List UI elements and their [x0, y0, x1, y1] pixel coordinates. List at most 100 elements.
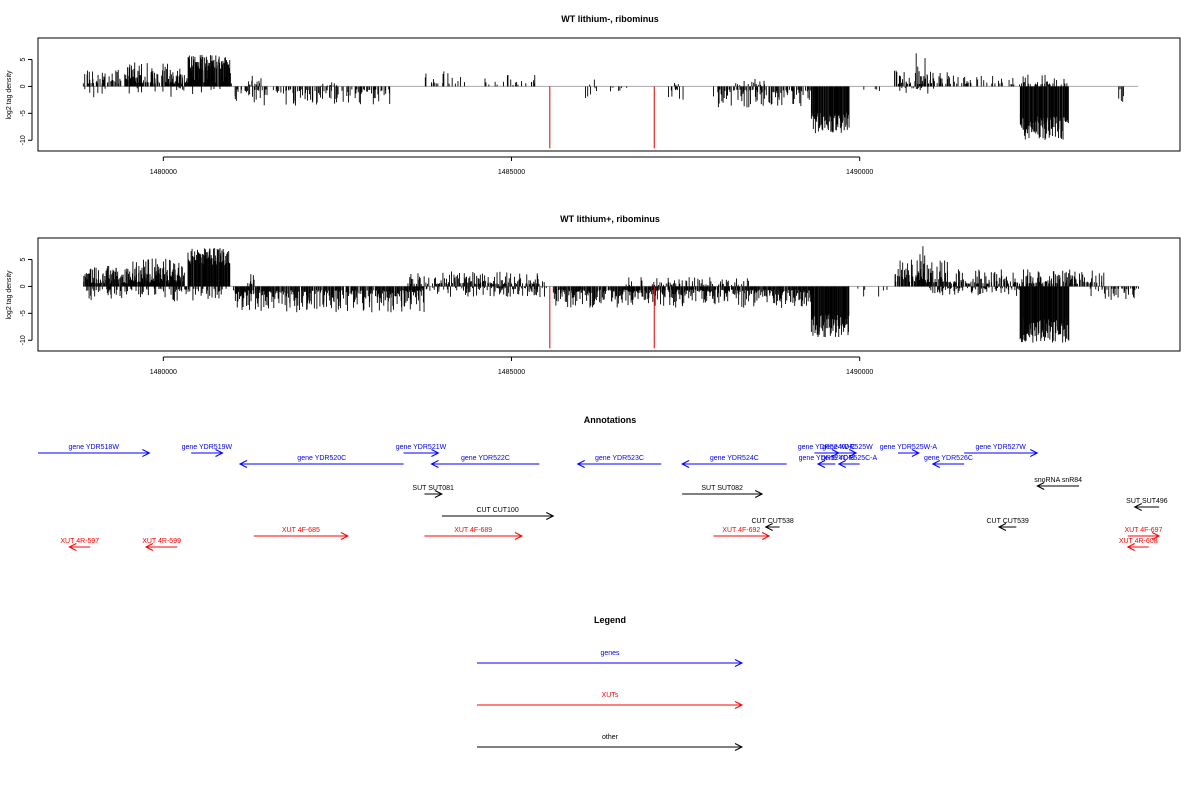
- feature-label: gene YDR521W: [396, 444, 447, 451]
- feature-arrowhead: [837, 460, 847, 468]
- feature-arrowhead: [142, 449, 151, 457]
- feature-arrowhead: [546, 512, 555, 520]
- feature-label: XUT 4F-689: [454, 527, 492, 534]
- annotation-feature: CUT CUT538: [751, 518, 794, 531]
- x-tick-label: 1490000: [846, 369, 873, 376]
- x-tick-label: 1485000: [498, 169, 525, 176]
- feature-label: XUT 4F-685: [282, 527, 320, 534]
- annotation-feature: XUT 4F-692: [713, 527, 771, 540]
- feature-arrowhead: [514, 532, 524, 540]
- annotation-feature: snoRNA snR84: [1034, 477, 1082, 490]
- legend-items: genes XUTs other: [477, 650, 744, 751]
- annotation-feature: gene YDR519W: [182, 444, 232, 457]
- feature-label: gene YDR525W: [822, 444, 873, 451]
- feature-label: gene YDR524C: [710, 455, 759, 462]
- annotation-feature: CUT CUT539: [987, 518, 1029, 531]
- feature-arrowhead: [911, 449, 920, 457]
- panel-lithium-minus: WT lithium-, ribominus log2 tag density …: [6, 14, 1181, 176]
- feature-arrowhead: [1151, 532, 1161, 540]
- annotation-feature: XUT 4R-597: [60, 538, 99, 551]
- y-tick-label: 5: [20, 57, 27, 61]
- y-tick-label: -10: [20, 335, 27, 345]
- feature-label: gene YDR520C: [297, 455, 346, 462]
- feature-label: CUT CUT538: [751, 518, 793, 525]
- feature-label: CUT CUT100: [476, 507, 518, 514]
- feature-label: SUT SUT081: [412, 485, 454, 492]
- feature-label: gene YDR522C: [461, 455, 510, 462]
- feature-arrowhead: [848, 449, 858, 457]
- legend-item: other: [477, 734, 744, 751]
- feature-label: SUT SUT496: [1126, 498, 1168, 505]
- feature-arrowhead: [431, 449, 440, 457]
- annotation-feature: SUT SUT082: [682, 485, 764, 498]
- feature-label: snoRNA snR84: [1034, 477, 1082, 484]
- legend-label: other: [602, 734, 619, 741]
- feature-arrowhead: [430, 460, 439, 468]
- panel-title: WT lithium-, ribominus: [561, 14, 659, 24]
- feature-arrowhead: [238, 460, 248, 468]
- y-axis-label: log2 tag density: [6, 270, 13, 320]
- feature-label: gene YDR523C: [595, 455, 644, 462]
- feature-label: XUT 4R-608: [1119, 538, 1158, 545]
- legend-arrowhead: [734, 701, 744, 709]
- y-tick-label: 5: [20, 257, 27, 261]
- legend-title: Legend: [594, 615, 626, 625]
- y-axis-label: log2 tag density: [6, 70, 13, 120]
- feature-label: gene YDR525W-A: [880, 444, 938, 451]
- density-bars: [83, 246, 1139, 349]
- annotation-feature: gene YDR523C: [576, 455, 662, 468]
- feature-arrowhead: [754, 490, 764, 498]
- y-tick-label: 0: [20, 284, 27, 288]
- feature-label: XUT 4F-697: [1124, 527, 1162, 534]
- x-tick-label: 1480000: [150, 169, 177, 176]
- annotation-feature: gene YDR524C-B: [799, 455, 855, 468]
- annotation-feature: XUT 4F-689: [424, 527, 524, 540]
- x-tick-label: 1480000: [150, 369, 177, 376]
- legend: Legend genes XUTs other: [477, 615, 744, 751]
- plot-frame: [37, 237, 1181, 352]
- annotation-feature: SUT SUT496: [1126, 498, 1168, 511]
- feature-arrowhead: [68, 543, 77, 551]
- annotation-feature: gene YDR520C: [238, 455, 404, 468]
- y-tick-label: -5: [20, 310, 27, 316]
- x-tick-label: 1485000: [498, 369, 525, 376]
- feature-label: gene YDR524C-B: [799, 455, 855, 462]
- feature-label: gene YDR527W: [975, 444, 1026, 451]
- feature-label: XUT 4F-692: [722, 527, 760, 534]
- annotation-feature: SUT SUT081: [412, 485, 454, 498]
- annotations-title: Annotations: [584, 415, 637, 425]
- annotation-feature: XUT 4F-697: [1124, 527, 1163, 540]
- feature-arrowhead: [764, 523, 773, 531]
- feature-label: gene YDR518W: [68, 444, 119, 451]
- annotation-feature: CUT CUT100: [441, 507, 555, 520]
- legend-label: genes: [600, 650, 620, 657]
- y-tick-label: -5: [20, 110, 27, 116]
- annotations-track: Annotations gene YDR518W gene YDR519Wgene…: [38, 415, 1168, 551]
- feature-arrowhead: [144, 543, 154, 551]
- y-tick-label: -10: [20, 135, 27, 145]
- y-tick-label: 0: [20, 84, 27, 88]
- annotation-feature: XUT 4R-608: [1119, 538, 1158, 551]
- annotation-feature: gene YDR524C: [680, 455, 787, 468]
- legend-item: genes: [477, 650, 744, 667]
- x-tick-label: 1490000: [846, 169, 873, 176]
- feature-arrowhead: [1133, 503, 1142, 511]
- feature-arrowhead: [1036, 482, 1045, 490]
- annotation-features: gene YDR518W gene YDR519W gene YDR520C gene…: [38, 444, 1168, 551]
- legend-label: XUTs: [602, 692, 619, 699]
- panel-title: WT lithium+, ribominus: [560, 214, 660, 224]
- annotation-feature: gene YDR525W: [822, 444, 873, 457]
- feature-arrowhead: [434, 490, 443, 498]
- annotation-feature: gene YDR525W-A: [880, 444, 938, 457]
- feature-label: XUT 4R-599: [142, 538, 181, 545]
- legend-arrowhead: [734, 743, 744, 751]
- annotation-feature: gene YDR525C-A: [821, 455, 878, 468]
- feature-label: gene YDR524W-C: [798, 444, 856, 451]
- feature-label: CUT CUT539: [987, 518, 1029, 525]
- panel-lithium-plus: WT lithium+, ribominus log2 tag density …: [6, 214, 1181, 376]
- feature-arrowhead: [761, 532, 771, 540]
- legend-arrowhead: [734, 659, 744, 667]
- feature-arrowhead: [215, 449, 224, 457]
